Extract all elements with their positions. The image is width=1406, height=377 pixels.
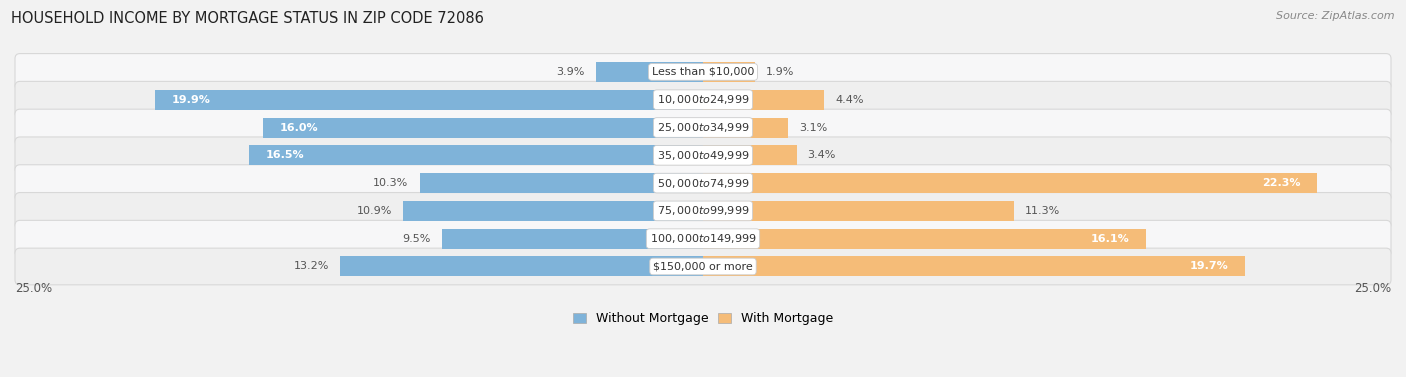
Bar <box>155 90 703 110</box>
Bar <box>249 145 703 165</box>
Text: $50,000 to $74,999: $50,000 to $74,999 <box>657 176 749 190</box>
Bar <box>703 90 824 110</box>
FancyBboxPatch shape <box>15 248 1391 285</box>
Bar <box>703 118 789 138</box>
Text: $150,000 or more: $150,000 or more <box>654 262 752 271</box>
Text: $10,000 to $24,999: $10,000 to $24,999 <box>657 93 749 106</box>
Text: 10.9%: 10.9% <box>357 206 392 216</box>
Text: $75,000 to $99,999: $75,000 to $99,999 <box>657 204 749 218</box>
Text: 10.3%: 10.3% <box>373 178 409 188</box>
Bar <box>703 201 1014 221</box>
Text: 11.3%: 11.3% <box>1025 206 1060 216</box>
Text: $35,000 to $49,999: $35,000 to $49,999 <box>657 149 749 162</box>
Text: 3.4%: 3.4% <box>807 150 837 160</box>
FancyBboxPatch shape <box>15 220 1391 257</box>
Text: Source: ZipAtlas.com: Source: ZipAtlas.com <box>1277 11 1395 21</box>
FancyBboxPatch shape <box>15 109 1391 146</box>
Text: 19.7%: 19.7% <box>1189 262 1229 271</box>
Bar <box>703 173 1316 193</box>
Text: HOUSEHOLD INCOME BY MORTGAGE STATUS IN ZIP CODE 72086: HOUSEHOLD INCOME BY MORTGAGE STATUS IN Z… <box>11 11 484 26</box>
Text: 25.0%: 25.0% <box>1354 282 1391 295</box>
Text: 19.9%: 19.9% <box>172 95 211 105</box>
Bar <box>703 62 755 82</box>
Text: 16.1%: 16.1% <box>1091 234 1129 244</box>
Text: Less than $10,000: Less than $10,000 <box>652 67 754 77</box>
FancyBboxPatch shape <box>15 54 1391 90</box>
Bar <box>340 256 703 276</box>
Text: 22.3%: 22.3% <box>1261 178 1301 188</box>
Bar <box>703 229 1146 249</box>
Bar <box>404 201 703 221</box>
Bar <box>441 229 703 249</box>
Text: 16.0%: 16.0% <box>280 123 318 132</box>
Text: $25,000 to $34,999: $25,000 to $34,999 <box>657 121 749 134</box>
Bar <box>703 145 797 165</box>
Bar <box>419 173 703 193</box>
Legend: Without Mortgage, With Mortgage: Without Mortgage, With Mortgage <box>574 312 832 325</box>
FancyBboxPatch shape <box>15 165 1391 201</box>
Text: 16.5%: 16.5% <box>266 150 304 160</box>
Bar <box>263 118 703 138</box>
Bar <box>596 62 703 82</box>
Bar <box>703 256 1246 276</box>
Text: 25.0%: 25.0% <box>15 282 52 295</box>
Text: 3.1%: 3.1% <box>800 123 828 132</box>
Text: 4.4%: 4.4% <box>835 95 863 105</box>
Text: 9.5%: 9.5% <box>402 234 430 244</box>
Text: 13.2%: 13.2% <box>294 262 329 271</box>
Text: $100,000 to $149,999: $100,000 to $149,999 <box>650 232 756 245</box>
Text: 3.9%: 3.9% <box>557 67 585 77</box>
Text: 1.9%: 1.9% <box>766 67 794 77</box>
FancyBboxPatch shape <box>15 137 1391 174</box>
FancyBboxPatch shape <box>15 81 1391 118</box>
FancyBboxPatch shape <box>15 193 1391 229</box>
